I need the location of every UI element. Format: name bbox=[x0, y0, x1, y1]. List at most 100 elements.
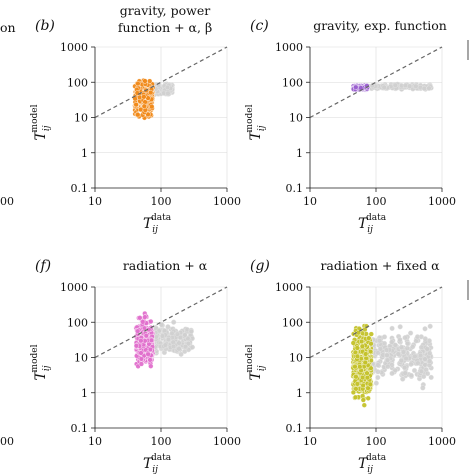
x-axis-label-sub: ij bbox=[152, 225, 158, 235]
colored-data-point bbox=[360, 382, 366, 389]
grey-data-point bbox=[421, 85, 427, 92]
identity-line bbox=[309, 46, 443, 119]
colored-data-point bbox=[353, 84, 359, 90]
grey-data-point bbox=[159, 322, 165, 328]
x-axis-label-main: T bbox=[358, 216, 369, 232]
y-axis-label-sup: model bbox=[30, 104, 40, 132]
y-tick-label: 1000 bbox=[60, 41, 88, 54]
panel-label: (c) bbox=[250, 18, 269, 34]
x-axis-label-main: T bbox=[143, 216, 154, 232]
y-tick-label: 100 bbox=[282, 316, 303, 329]
y-axis-label: Tijmodel bbox=[30, 104, 52, 140]
colored-data-point bbox=[149, 103, 155, 110]
colored-data-point bbox=[352, 394, 359, 400]
grey-data-point bbox=[402, 335, 408, 341]
grey-data-point bbox=[174, 331, 181, 337]
colored-data-point bbox=[357, 364, 363, 370]
identity-line bbox=[94, 286, 228, 359]
colored-data-point bbox=[361, 402, 367, 408]
panel-title: radiation + fixed α bbox=[320, 258, 440, 273]
x-axis-label-sup: data bbox=[151, 453, 172, 463]
x-axis-label-sup: data bbox=[366, 213, 387, 223]
x-tick-label: 100 bbox=[366, 195, 387, 208]
y-axis-label: Tijmodel bbox=[245, 104, 267, 140]
grey-data-point bbox=[176, 346, 182, 352]
grey-data-point bbox=[159, 333, 166, 339]
panel-0: 10 100 1000 0.1 1 10 100 1000 (b) gravity, power f… bbox=[30, 3, 241, 235]
grey-data-point bbox=[427, 350, 433, 356]
colored-data-point bbox=[364, 370, 370, 376]
x-tick-label: 100 bbox=[151, 195, 172, 208]
colored-data-point bbox=[354, 353, 361, 359]
x-tick-label: 10 bbox=[88, 435, 102, 448]
y-axis-label-sup: model bbox=[30, 344, 40, 372]
y-tick-label: 1 bbox=[81, 387, 88, 400]
grey-data-point bbox=[162, 328, 168, 334]
colored-data-point bbox=[142, 78, 148, 84]
grey-data-point bbox=[402, 370, 408, 376]
grey-data-point bbox=[398, 358, 405, 364]
colored-data-point bbox=[138, 356, 145, 362]
grey-data-point bbox=[413, 83, 419, 89]
grey-data-point bbox=[385, 363, 391, 370]
grey-data-point bbox=[389, 370, 395, 377]
colored-data-point bbox=[354, 345, 360, 351]
y-axis-label-sub: ij bbox=[257, 365, 267, 371]
colored-data-point bbox=[362, 359, 368, 366]
colored-data-point bbox=[147, 357, 153, 363]
grey-data-point bbox=[405, 341, 411, 347]
y-tick-label: 0.1 bbox=[286, 182, 304, 195]
colored-data-point bbox=[354, 381, 361, 387]
grey-data-point bbox=[403, 355, 409, 362]
x-tick-label: 100 bbox=[366, 435, 387, 448]
colored-data-point bbox=[368, 341, 374, 347]
panel-title: radiation + α bbox=[123, 258, 208, 273]
panel-3: 10 100 1000 0.1 1 10 100 1000 (g) radiation + fix… bbox=[245, 258, 456, 474]
x-axis-label-sup: data bbox=[366, 453, 387, 463]
colored-data-point bbox=[138, 361, 145, 367]
colored-data-point bbox=[133, 101, 139, 108]
grey-data-point bbox=[389, 325, 395, 332]
grey-data-point bbox=[422, 336, 428, 342]
y-axis-label-group: Tijmodel bbox=[30, 344, 52, 380]
grey-data-point bbox=[428, 374, 434, 381]
grey-data-point bbox=[420, 385, 426, 391]
y-tick-label: 1 bbox=[296, 147, 303, 160]
colored-data-point bbox=[353, 386, 359, 392]
x-tick-label: 1000 bbox=[213, 195, 241, 208]
x-axis-label-main: T bbox=[358, 456, 369, 472]
y-tick-label: 1000 bbox=[60, 281, 88, 294]
grey-data-point bbox=[375, 374, 381, 381]
panel-title: gravity, exp. function bbox=[313, 18, 447, 33]
grey-data-point bbox=[402, 365, 408, 371]
x-tick-label: 1000 bbox=[213, 435, 241, 448]
panel-2: 10 100 1000 0.1 1 10 100 1000 (f) radiation + α Ti… bbox=[30, 258, 241, 474]
grey-data-point bbox=[165, 324, 171, 330]
x-axis-label: Tij data bbox=[143, 453, 172, 474]
identity-line bbox=[94, 46, 228, 119]
grey-data-point bbox=[375, 362, 381, 368]
grey-data-point bbox=[404, 345, 410, 351]
panel-label: (g) bbox=[250, 258, 270, 274]
grey-data-point bbox=[408, 330, 414, 336]
panel-title-line: gravity, power bbox=[120, 3, 210, 18]
grey-data-point bbox=[385, 357, 391, 363]
colored-data-point bbox=[366, 335, 372, 341]
grey-data-point bbox=[188, 328, 194, 335]
grey-data-point bbox=[164, 84, 171, 91]
grey-data-point bbox=[381, 84, 387, 91]
grey-data-point bbox=[410, 344, 416, 350]
y-tick-label: 10 bbox=[289, 352, 303, 365]
grey-data-point bbox=[408, 372, 414, 379]
y-axis-label-sub: ij bbox=[257, 125, 267, 131]
colored-data-point bbox=[135, 80, 141, 87]
colored-data-point bbox=[141, 103, 147, 109]
grey-data-point bbox=[402, 82, 409, 89]
grey-data-point bbox=[422, 326, 428, 332]
y-tick-label: 1 bbox=[81, 147, 88, 160]
grey-data-point bbox=[425, 371, 431, 377]
grey-data-point bbox=[408, 361, 414, 367]
y-tick-label: 0.1 bbox=[71, 422, 89, 435]
y-tick-label: 1000 bbox=[275, 281, 303, 294]
